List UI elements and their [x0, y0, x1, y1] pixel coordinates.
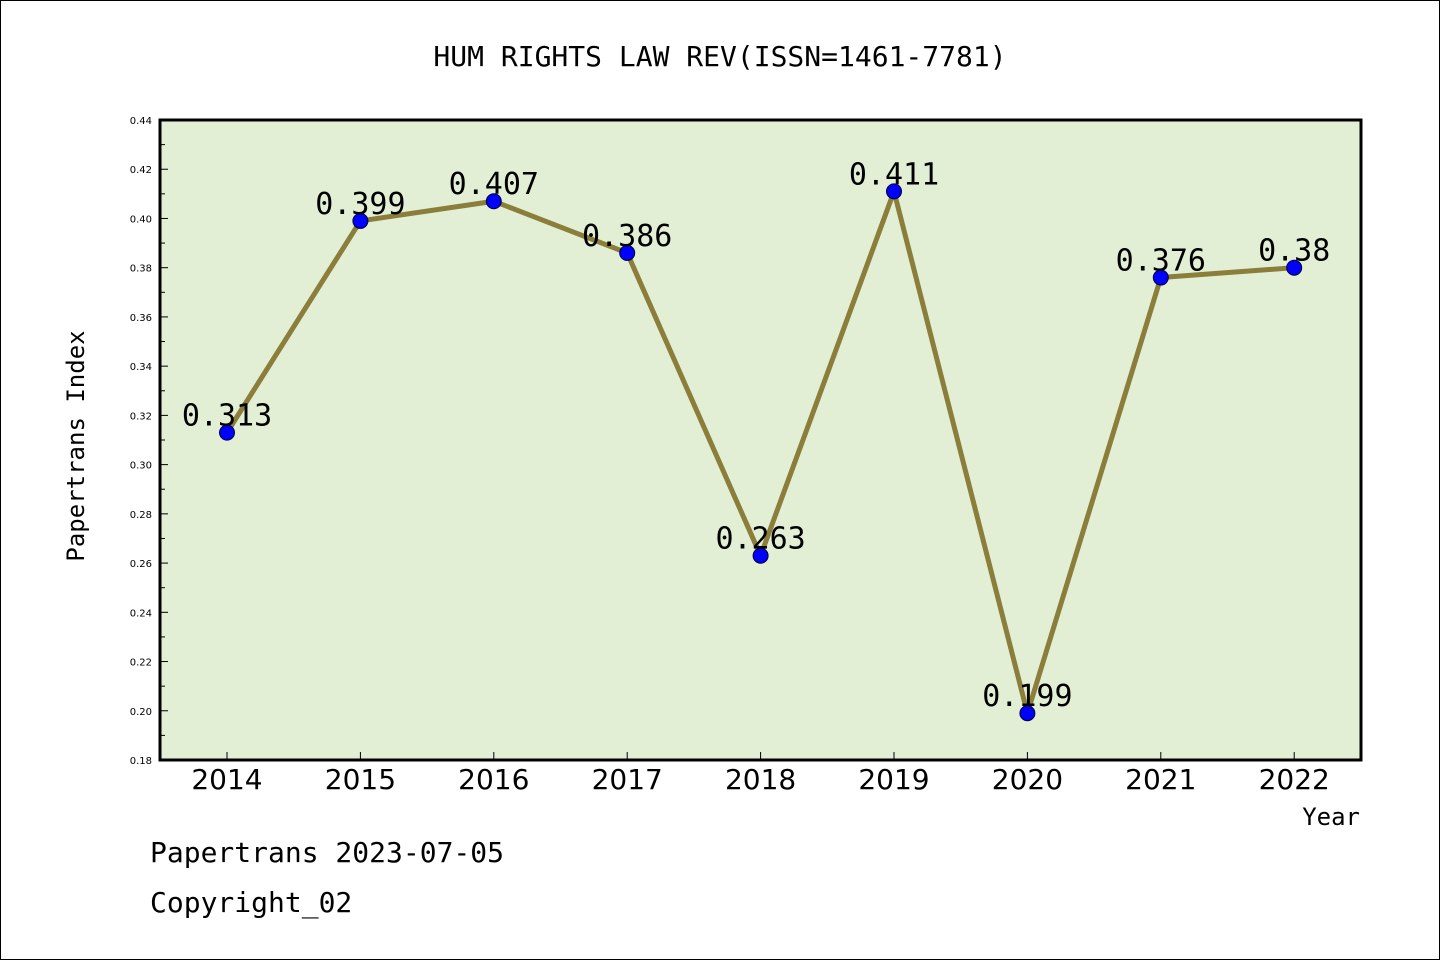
footer-date: Papertrans 2023-07-05: [150, 836, 505, 869]
chart-title: HUM RIGHTS LAW REV(ISSN=1461-7781): [433, 40, 1006, 73]
data-point-marker: [1019, 705, 1036, 722]
data-point-marker: [219, 424, 235, 441]
y-tick-label: 0.44: [130, 116, 152, 127]
y-tick-label: 0.32: [130, 411, 152, 422]
x-tick-label: 2018: [725, 763, 796, 796]
data-point-marker: [1286, 259, 1303, 276]
x-tick-label: 2014: [191, 763, 262, 796]
y-tick-label: 0.30: [130, 461, 152, 472]
data-labels: 0.313 0.399 0.407 0.386 0.263 0.411 0.199 0.376…: [182, 157, 1330, 714]
x-tick-label: 2015: [325, 763, 396, 796]
data-point-marker: [752, 547, 769, 564]
data-label: 0.386: [582, 219, 672, 254]
data-label: 0.38: [1258, 234, 1330, 269]
data-point-marker: [352, 212, 369, 229]
data-label: 0.263: [715, 522, 805, 557]
y-tick-label: 0.28: [130, 510, 152, 521]
x-tick-label: 2019: [858, 763, 929, 796]
x-tick-label: 2016: [458, 763, 529, 796]
series-line-group: [219, 183, 1303, 722]
y-tick-label: 0.18: [130, 756, 152, 767]
y-axis-title: Papertrans Index: [62, 330, 90, 561]
y-tick-label: 0.22: [130, 658, 152, 669]
y-tick-label: 0.34: [130, 362, 152, 373]
data-label: 0.313: [182, 399, 272, 434]
y-tick-label: 0.38: [130, 264, 152, 275]
y-tick-label: 0.24: [130, 608, 152, 619]
data-point-marker: [485, 193, 502, 210]
data-label: 0.376: [1116, 244, 1206, 279]
y-tick-label: 0.40: [130, 214, 152, 225]
x-axis: 2014 2015 2016 2017 2018 2019 2020 2021 2022: [191, 752, 1330, 796]
footer-copyright: Copyright_02: [150, 886, 353, 919]
data-point-marker: [886, 183, 902, 200]
data-label: 0.199: [982, 679, 1072, 714]
x-tick-label: 2022: [1259, 763, 1330, 796]
y-tick-label: 0.36: [130, 313, 152, 324]
x-tick-label: 2020: [992, 763, 1063, 796]
data-point-marker: [1152, 269, 1169, 286]
data-label: 0.407: [449, 167, 539, 202]
y-tick-label: 0.42: [130, 165, 152, 176]
x-tick-label: 2017: [592, 763, 663, 796]
data-label: 0.411: [849, 157, 939, 192]
data-label: 0.399: [315, 187, 405, 222]
x-tick-label: 2021: [1125, 763, 1196, 796]
y-tick-label: 0.26: [130, 559, 152, 570]
y-tick-label: 0.20: [130, 707, 152, 718]
y-axis: 0.18 0.20 0.22 0.24 0.26 0.28 0.30 0.32 0.34 0.36…: [130, 116, 168, 767]
data-point-marker: [619, 244, 636, 261]
x-axis-title: Year: [1302, 803, 1360, 831]
